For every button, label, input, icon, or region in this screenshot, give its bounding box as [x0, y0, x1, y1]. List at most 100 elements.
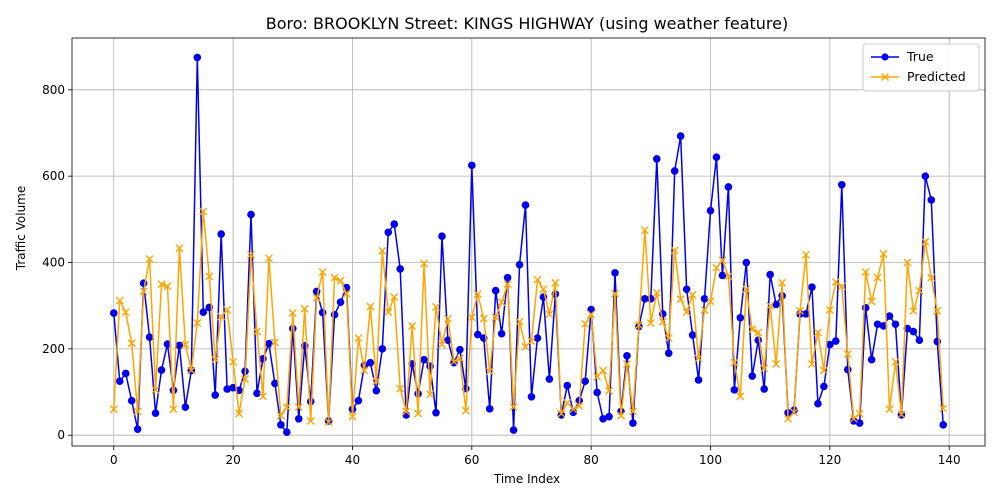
true-point: [593, 388, 601, 397]
true-point: [855, 419, 864, 427]
predicted-point: [909, 306, 918, 315]
true-point: [867, 355, 876, 364]
predicted-point: [443, 314, 452, 323]
true-series-line: [113, 56, 944, 433]
predicted-point: [605, 386, 614, 395]
series-layer: [109, 53, 948, 436]
true-point: [533, 334, 542, 342]
true-point: [265, 339, 273, 348]
true-point: [223, 385, 231, 393]
predicted-point: [127, 339, 136, 348]
true-point: [133, 425, 142, 433]
true-point: [444, 336, 452, 345]
x-tick-label: 80: [584, 453, 599, 467]
predicted-point: [527, 337, 536, 346]
true-point: [420, 355, 428, 364]
predicted-point: [485, 367, 494, 376]
true-point: [217, 230, 225, 238]
predicted-point: [796, 306, 805, 315]
true-point: [432, 408, 440, 417]
true-point: [754, 336, 763, 345]
predicted-point: [300, 304, 309, 313]
true-point: [563, 381, 572, 390]
y-tick-label: 600: [42, 169, 65, 183]
predicted-point: [658, 317, 667, 326]
predicted-point: [258, 392, 267, 401]
predicted-point: [121, 308, 130, 317]
predicted-point: [515, 317, 524, 326]
predicted-point: [837, 282, 846, 291]
predicted-point: [664, 334, 673, 343]
true-point: [497, 329, 506, 338]
true-point: [641, 294, 649, 303]
true-point: [700, 294, 709, 303]
true-point: [277, 421, 285, 429]
predicted-point: [634, 321, 643, 330]
predicted-point: [652, 288, 661, 297]
predicted-point: [360, 366, 369, 375]
predicted-point: [730, 358, 739, 367]
true-point: [599, 415, 607, 423]
predicted-point: [575, 401, 584, 410]
true-point: [193, 53, 202, 62]
predicted-point: [420, 259, 429, 268]
predicted-point: [241, 375, 250, 384]
predicted-point: [778, 278, 787, 287]
predicted-point: [205, 272, 214, 281]
predicted-point: [915, 286, 924, 295]
true-point: [515, 260, 524, 269]
true-point: [384, 228, 393, 237]
true-point: [611, 269, 619, 277]
predicted-point: [139, 287, 148, 296]
predicted-point: [276, 411, 285, 420]
true-point: [802, 310, 810, 318]
predicted-point: [533, 275, 542, 284]
true-point: [485, 405, 494, 413]
predicted-point: [861, 268, 870, 277]
true-point: [157, 366, 166, 374]
predicted-point: [700, 306, 709, 314]
predicted-point: [235, 409, 244, 418]
predicted-point: [473, 290, 482, 299]
true-point: [378, 345, 387, 353]
predicted-point: [175, 244, 184, 253]
predicted-point: [921, 237, 930, 246]
true-point: [760, 385, 769, 393]
predicted-point: [455, 354, 464, 363]
x-tick-label: 20: [225, 453, 240, 467]
true-point: [712, 153, 721, 161]
chart-title: Boro: BROOKLYN Street: KINGS HIGHWAY (us…: [266, 14, 788, 33]
true-point: [814, 399, 822, 408]
predicted-point: [616, 411, 625, 420]
predicted-point: [712, 263, 721, 272]
predicted-point: [903, 258, 912, 267]
true-point: [545, 375, 554, 383]
predicted-point: [247, 250, 256, 259]
predicted-point: [879, 249, 888, 258]
predicted-point: [503, 280, 512, 289]
predicted-point: [563, 398, 572, 407]
true-point: [145, 333, 154, 342]
true-point: [909, 327, 918, 336]
predicted-point: [324, 418, 333, 427]
predicted-point: [599, 366, 608, 375]
true-point: [288, 324, 297, 333]
predicted-point: [157, 280, 166, 289]
predicted-point: [378, 246, 387, 255]
predicted-point: [628, 407, 637, 416]
legend: True Predicted: [862, 43, 980, 92]
predicted-point: [491, 313, 500, 322]
x-tick-label: 140: [938, 453, 961, 467]
true-point: [772, 300, 780, 309]
predicted-point: [354, 334, 363, 343]
true-point: [211, 391, 220, 399]
predicted-point: [384, 308, 393, 317]
predicted-point: [497, 298, 506, 307]
true-point: [109, 309, 118, 317]
true-point: [682, 285, 691, 294]
predicted-point: [461, 406, 470, 415]
true-point: [318, 308, 327, 317]
y-tick-label: 0: [57, 428, 65, 442]
legend-box: [862, 43, 980, 92]
true-point: [163, 340, 172, 348]
